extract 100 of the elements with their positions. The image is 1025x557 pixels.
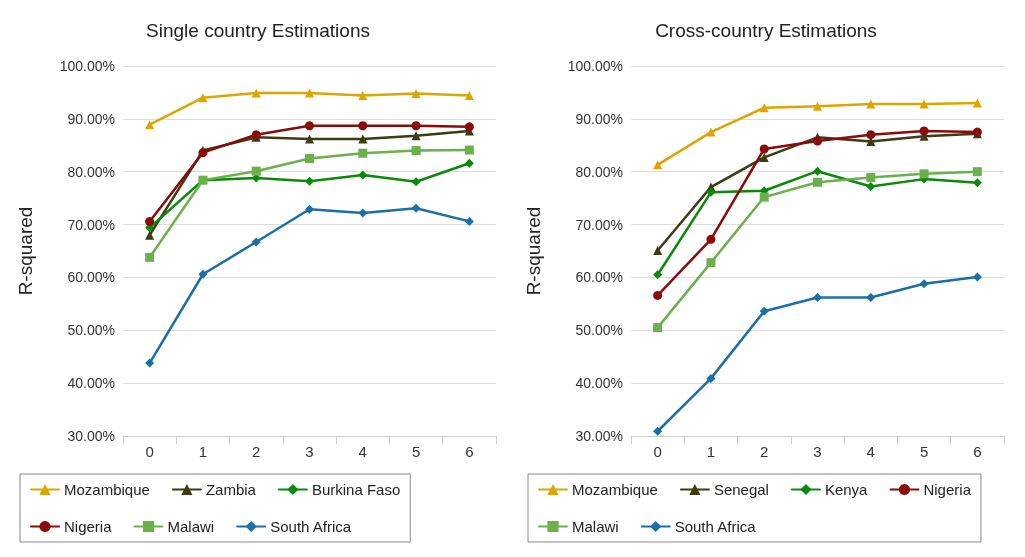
point — [866, 130, 876, 140]
point — [706, 187, 716, 197]
y-tick-label: 70.00% — [67, 216, 115, 233]
y-tick-label: 50.00% — [67, 322, 115, 339]
point — [358, 121, 368, 131]
point — [464, 158, 474, 168]
point — [411, 88, 421, 98]
y-tick-label: 100.00% — [59, 58, 115, 74]
y-tick-label: 30.00% — [575, 428, 623, 444]
point — [653, 270, 663, 280]
point — [145, 252, 155, 262]
chart-title: Single country Estimations — [146, 20, 370, 41]
legend-label: Senegal — [713, 481, 769, 498]
point — [145, 120, 155, 130]
x-tick-label: 0 — [145, 443, 154, 460]
point — [972, 272, 982, 282]
legend-label: South Africa — [674, 518, 757, 535]
point — [866, 182, 876, 192]
point — [972, 167, 982, 177]
x-tick-label: 0 — [653, 443, 662, 460]
x-tick-label: 1 — [706, 443, 716, 460]
y-tick-label: 80.00% — [575, 163, 623, 180]
point — [759, 306, 769, 316]
y-tick-label: 80.00% — [67, 163, 115, 180]
point — [305, 176, 314, 186]
point — [464, 216, 474, 226]
legend-label: Mozambique — [64, 481, 150, 498]
point — [464, 145, 474, 155]
point — [653, 245, 663, 255]
x-tick-label: 5 — [919, 443, 929, 460]
legend-label: Nigeria — [923, 481, 972, 498]
x-tick-label: 1 — [198, 443, 208, 460]
point — [464, 91, 474, 101]
point — [305, 204, 314, 214]
point — [919, 169, 929, 179]
point — [866, 99, 876, 109]
y-tick-label: 60.00% — [67, 269, 115, 286]
x-tick-label: 2 — [760, 443, 769, 460]
point — [866, 173, 876, 183]
point — [972, 98, 982, 108]
point — [198, 269, 208, 279]
y-axis-title: R-squared — [15, 206, 36, 296]
y-tick-label: 60.00% — [575, 269, 623, 286]
point — [706, 234, 716, 244]
point — [251, 166, 261, 176]
y-tick-label: 100.00% — [567, 58, 623, 74]
point — [706, 258, 716, 268]
point — [145, 230, 155, 240]
point — [305, 134, 314, 144]
x-tick-label: 6 — [973, 443, 982, 460]
point — [813, 136, 822, 146]
point — [866, 293, 876, 303]
legend-label: Zambia — [205, 481, 257, 498]
point — [706, 127, 716, 137]
y-tick-label: 90.00% — [67, 110, 115, 127]
chart-title: Cross-country Estimations — [655, 20, 877, 41]
point — [411, 121, 421, 131]
point — [919, 279, 929, 289]
point — [411, 131, 421, 141]
point — [358, 208, 368, 218]
y-tick-label: 30.00% — [67, 428, 115, 444]
y-tick-label: 40.00% — [67, 375, 115, 392]
x-tick-label: 3 — [813, 443, 822, 460]
point — [251, 237, 261, 247]
point — [358, 170, 368, 180]
point — [813, 166, 822, 176]
point — [813, 101, 822, 111]
point — [653, 290, 663, 300]
legend-label: Kenya — [824, 481, 869, 498]
x-tick-label: 6 — [465, 443, 474, 460]
point — [919, 99, 929, 109]
legend-label: Burkina Faso — [311, 481, 401, 498]
point — [411, 177, 421, 187]
x-tick-label: 2 — [252, 443, 261, 460]
y-axis-title: R-squared — [523, 206, 544, 296]
legend-label: Nigeria — [64, 518, 113, 535]
x-tick-label: 4 — [358, 443, 367, 460]
point — [145, 358, 155, 368]
legend-label: Malawi — [572, 518, 619, 535]
point — [972, 178, 982, 188]
legend-label: Mozambique — [572, 481, 658, 498]
x-tick-label: 5 — [411, 443, 421, 460]
point — [464, 122, 474, 132]
y-tick-label: 90.00% — [575, 110, 623, 127]
legend-label: Malawi — [167, 518, 215, 535]
point — [813, 177, 822, 187]
x-tick-label: 4 — [866, 443, 875, 460]
point — [759, 152, 769, 162]
point — [145, 216, 155, 226]
point — [305, 121, 314, 131]
point — [305, 88, 314, 98]
point — [653, 323, 663, 333]
point — [653, 426, 663, 436]
x-tick-label: 3 — [305, 443, 314, 460]
point — [813, 293, 822, 303]
point — [198, 93, 208, 103]
point — [706, 373, 716, 383]
point — [759, 144, 769, 154]
point — [919, 126, 929, 136]
point — [305, 154, 314, 163]
